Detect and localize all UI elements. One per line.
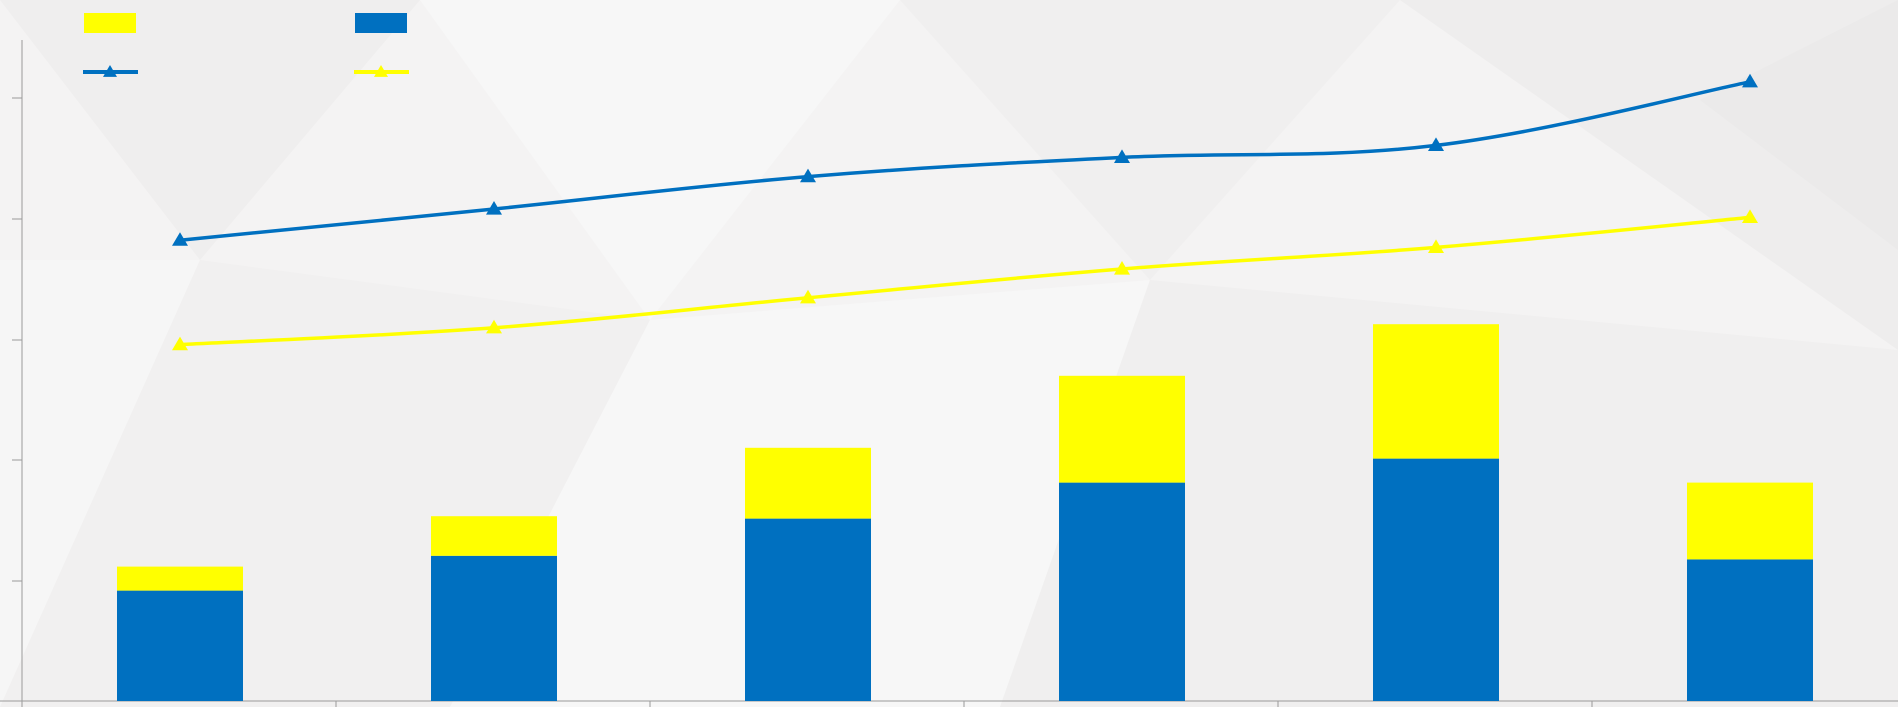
line-series1-marker-1 xyxy=(172,232,188,246)
line-series1-marker-5 xyxy=(1428,137,1444,151)
line-series2-marker-1 xyxy=(172,336,188,351)
line-series2-marker-4 xyxy=(1114,261,1130,275)
line-series2-marker-3 xyxy=(800,289,816,304)
bar-series2-6 xyxy=(1687,482,1813,560)
line-series2 xyxy=(179,215,1751,347)
line-series1 xyxy=(179,80,1751,242)
legend-marker-4 xyxy=(374,65,388,77)
bar-series2-4 xyxy=(1059,375,1185,483)
line-series1-marker-2 xyxy=(486,201,502,215)
legend-marker-3 xyxy=(103,65,117,77)
line-series2-marker-2 xyxy=(486,319,502,334)
bar-series1-4 xyxy=(1059,482,1185,701)
line-series1-marker-6 xyxy=(1742,73,1758,88)
line-series1-marker-4 xyxy=(1114,149,1130,163)
line-series2-marker-6 xyxy=(1742,209,1758,223)
bar-series1-2 xyxy=(431,555,557,701)
bar-series2-3 xyxy=(745,447,871,519)
line-series1-marker-3 xyxy=(800,168,816,183)
legend-swatch-1 xyxy=(84,13,136,33)
legend-swatch-2 xyxy=(355,13,407,33)
bar-series2-2 xyxy=(431,516,557,556)
bar-series2-1 xyxy=(117,566,243,591)
bar-series1-5 xyxy=(1373,458,1499,701)
bar-series2-5 xyxy=(1373,324,1499,459)
bar-series1-3 xyxy=(745,518,871,701)
line-series2-marker-5 xyxy=(1428,239,1444,253)
bar-series1-6 xyxy=(1687,559,1813,701)
bar-series1-1 xyxy=(117,590,243,701)
